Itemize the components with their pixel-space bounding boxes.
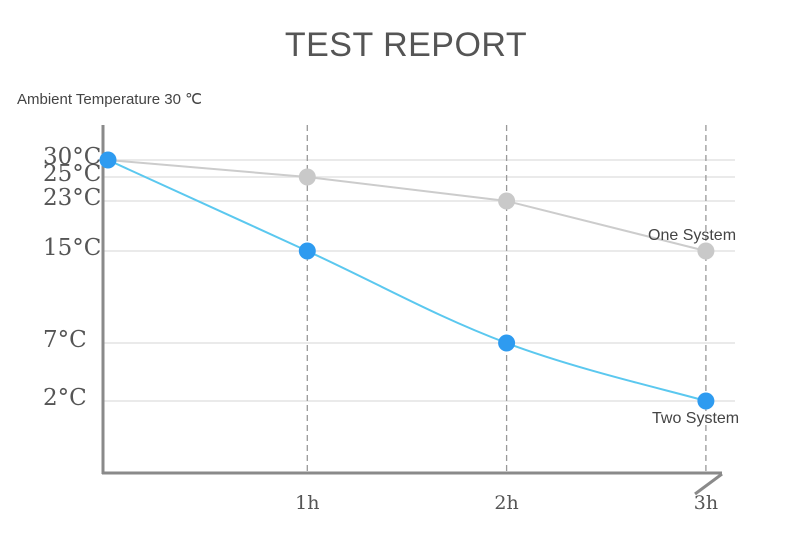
data-point-two-system: [99, 151, 117, 169]
data-point-one-system: [697, 242, 715, 260]
series-label-two-system: Two System: [652, 410, 739, 427]
data-point-one-system: [298, 168, 316, 186]
y-tick-label: 23°C: [43, 185, 101, 211]
x-tick-label: 1h: [295, 492, 319, 514]
y-tick-label: 25°C: [43, 161, 101, 187]
x-tick-label: 2h: [494, 492, 518, 514]
series-line-two-system: [107, 159, 707, 402]
data-point-two-system: [298, 242, 316, 260]
y-tick-label: 7°C: [43, 327, 87, 353]
x-axis-arrow: [694, 472, 723, 496]
chart-title: TEST REPORT: [284, 26, 528, 64]
y-tick-label: 15°C: [43, 235, 101, 261]
data-point-two-system: [697, 392, 715, 410]
series-label-one-system: One System: [648, 227, 736, 244]
data-point-two-system: [498, 334, 516, 352]
y-tick-label: 2°C: [43, 385, 87, 411]
series-line-one-system: [107, 159, 707, 252]
x-tick-label: 3h: [694, 492, 718, 514]
chart-subtitle: Ambient Temperature 30 ℃: [17, 91, 202, 108]
y-tick-label: 30°C: [43, 144, 101, 170]
data-point-one-system: [498, 192, 516, 210]
